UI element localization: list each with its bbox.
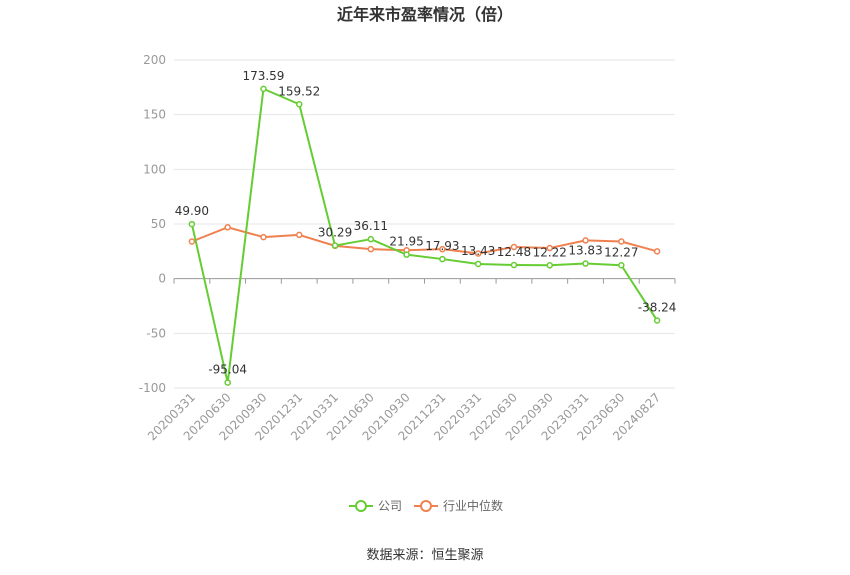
source-note: 数据来源：恒生聚源 (366, 548, 483, 563)
data-label: -38.24 (638, 300, 677, 314)
data-point (582, 237, 589, 244)
series-line-industry-median (191, 226, 658, 255)
legend-item-company[interactable]: 公司 (349, 499, 402, 513)
data-point (510, 243, 518, 251)
data-point (439, 245, 446, 253)
legend-marker (420, 500, 432, 512)
data-label: 13.83 (568, 244, 602, 258)
data-label: 12.48 (497, 245, 531, 259)
data-point (474, 250, 482, 257)
y-tick-label: 50 (151, 217, 166, 231)
series-line-company (190, 87, 658, 384)
chart-title: 近年来市盈率情况（倍） (337, 5, 513, 24)
data-point (188, 238, 196, 245)
data-point (260, 233, 267, 241)
legend-item-industry-median[interactable]: 行业中位数 (414, 498, 503, 513)
y-tick-label: 200 (143, 53, 166, 67)
data-point (439, 255, 446, 263)
y-axis: 200 150 100 50 0 -50 -100 (139, 53, 166, 395)
data-point (546, 262, 553, 269)
data-label: 13.43 (461, 244, 495, 258)
y-tick-label: 100 (143, 162, 166, 176)
x-axis: 2020033120200630202009302020123120210331… (145, 278, 676, 443)
data-point (582, 260, 589, 267)
y-tick-label: 150 (143, 108, 166, 122)
legend-label: 行业中位数 (443, 498, 503, 513)
data-point (367, 235, 375, 243)
data-point (618, 238, 625, 245)
y-tick-label: -100 (139, 381, 166, 395)
data-point (546, 244, 553, 252)
y-tick-label: -50 (146, 326, 166, 340)
y-tick-label: 0 (158, 272, 166, 286)
data-label: 12.27 (604, 245, 638, 259)
grid-lines (174, 59, 675, 389)
data-point (653, 248, 661, 255)
data-point (224, 224, 231, 231)
data-label: -95.04 (208, 363, 247, 377)
data-label: 49.90 (175, 204, 209, 218)
data-point (653, 317, 661, 324)
data-label: 36.11 (354, 219, 388, 233)
legend-marker (355, 500, 367, 512)
data-point (510, 261, 518, 269)
data-point (474, 260, 482, 268)
data-label: 159.52 (278, 84, 320, 98)
legend[interactable]: 公司 行业中位数 (349, 498, 503, 513)
data-point (618, 262, 625, 269)
data-point (260, 85, 267, 93)
data-point (296, 231, 303, 239)
series-layer (188, 85, 661, 386)
data-label: 17.93 (425, 239, 459, 253)
data-point (224, 379, 231, 386)
data-label: 21.95 (389, 235, 423, 249)
data-point (296, 101, 303, 108)
legend-label: 公司 (378, 499, 402, 513)
data-label: 12.22 (533, 245, 567, 259)
data-label: 30.29 (318, 226, 352, 240)
data-point (403, 251, 410, 258)
data-point (188, 220, 196, 228)
data-point (331, 242, 339, 249)
data-label: 173.59 (242, 69, 284, 83)
data-point (367, 245, 375, 253)
